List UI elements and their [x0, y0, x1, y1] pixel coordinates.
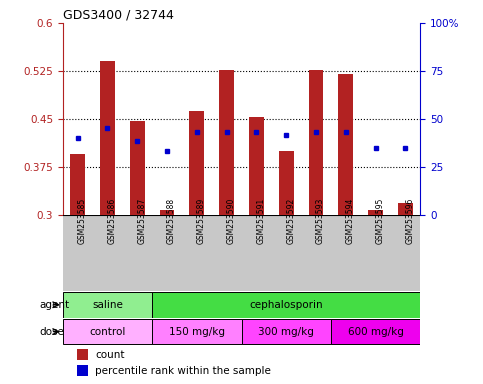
Text: GSM253591: GSM253591	[256, 198, 265, 244]
Bar	[77, 366, 88, 376]
Text: GSM253592: GSM253592	[286, 198, 295, 244]
Bar	[219, 70, 234, 215]
Bar	[249, 117, 264, 215]
Bar	[100, 61, 115, 215]
Text: GDS3400 / 32744: GDS3400 / 32744	[63, 9, 174, 22]
Text: GSM253596: GSM253596	[405, 198, 414, 244]
Bar	[309, 70, 324, 215]
Text: agent: agent	[39, 300, 69, 310]
Text: cephalosporin: cephalosporin	[249, 300, 323, 310]
Bar	[70, 154, 85, 215]
Text: GSM253589: GSM253589	[197, 198, 206, 244]
Text: GSM253588: GSM253588	[167, 198, 176, 244]
FancyBboxPatch shape	[331, 319, 420, 344]
Text: GSM253595: GSM253595	[376, 198, 384, 244]
Text: GSM253594: GSM253594	[346, 198, 355, 244]
FancyBboxPatch shape	[242, 319, 331, 344]
FancyBboxPatch shape	[63, 319, 152, 344]
Text: GSM253586: GSM253586	[108, 198, 116, 244]
FancyBboxPatch shape	[152, 319, 242, 344]
Bar	[130, 121, 145, 215]
Bar	[189, 111, 204, 215]
Text: control: control	[89, 327, 126, 337]
Bar	[279, 151, 294, 215]
Text: 600 mg/kg: 600 mg/kg	[348, 327, 403, 337]
Bar	[338, 74, 353, 215]
Text: 150 mg/kg: 150 mg/kg	[169, 327, 225, 337]
Text: dose: dose	[39, 327, 64, 337]
Text: count: count	[95, 349, 125, 359]
Text: GSM253585: GSM253585	[78, 198, 86, 244]
Text: saline: saline	[92, 300, 123, 310]
Bar	[398, 203, 413, 215]
FancyBboxPatch shape	[63, 292, 152, 318]
Text: GSM253587: GSM253587	[137, 198, 146, 244]
FancyBboxPatch shape	[152, 292, 420, 318]
Bar	[77, 349, 88, 360]
Bar	[159, 210, 174, 215]
Text: percentile rank within the sample: percentile rank within the sample	[95, 366, 271, 376]
Text: 300 mg/kg: 300 mg/kg	[258, 327, 314, 337]
Text: GSM253590: GSM253590	[227, 198, 236, 244]
Text: GSM253593: GSM253593	[316, 198, 325, 244]
Bar	[368, 210, 383, 215]
